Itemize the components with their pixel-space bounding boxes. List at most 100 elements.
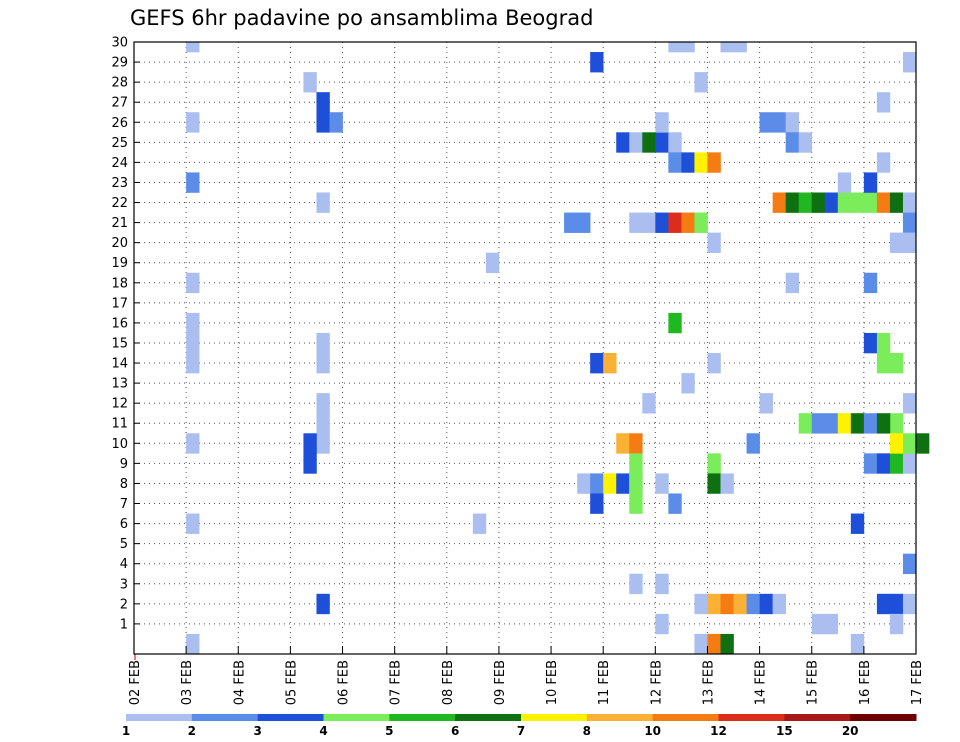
colorbar-label: 5: [385, 724, 393, 738]
colorbar-swatch: [850, 714, 917, 721]
y-tick-label: 19: [111, 256, 128, 271]
heatmap-cell: [876, 152, 891, 173]
y-tick-label: 6: [120, 517, 128, 532]
heatmap-cell: [863, 272, 878, 294]
heatmap-cell: [186, 332, 200, 354]
y-tick-label: 30: [111, 36, 128, 51]
heatmap-cell: [694, 152, 708, 173]
heatmap-cell: [811, 613, 826, 635]
heatmap-cell: [889, 353, 904, 374]
colorbar-label: 2: [188, 724, 196, 738]
plot-frame: [133, 41, 917, 655]
heatmap-cell: [668, 132, 682, 153]
y-tick-label: 26: [111, 116, 128, 131]
heatmap-cell: [720, 633, 734, 655]
heatmap-cell: [798, 132, 813, 153]
heatmap-cell: [316, 593, 330, 615]
heatmap-cell: [629, 493, 643, 514]
heatmap-cell: [186, 513, 200, 534]
heatmap-cell: [603, 473, 617, 494]
y-tick-label: 10: [111, 437, 128, 452]
heatmap-cell: [642, 393, 656, 414]
heatmap-cell: [316, 413, 330, 434]
heatmap-cell: [889, 453, 904, 474]
heatmap-cell: [577, 473, 591, 494]
x-tick-label: 12 FEB: [649, 660, 664, 705]
y-tick-label: 27: [111, 96, 128, 111]
colorbar: 1 2 3 4 5 6 7 8 10 12 15 20: [122, 714, 917, 738]
heatmap-cell: [811, 413, 826, 434]
heatmap-cell: [707, 473, 721, 494]
heatmap-cell: [772, 192, 786, 213]
x-tick-label: 14 FEB: [754, 660, 769, 705]
heatmap-cell: [837, 192, 852, 213]
heatmap-cell: [681, 152, 695, 173]
heatmap-cell: [603, 353, 617, 374]
heatmap-cell: [655, 112, 669, 133]
y-tick-label: 17: [111, 296, 128, 311]
heatmap-cell: [681, 42, 695, 53]
heatmap-cell: [590, 353, 604, 374]
heatmap-cell: [876, 192, 891, 213]
chart-title: GEFS 6hr padavine po ansamblima Beograd: [130, 6, 593, 30]
y-tick-label: 16: [111, 316, 128, 331]
colorbar-label: 7: [517, 724, 525, 738]
heatmap-cell: [837, 413, 852, 434]
heatmap-cell: [694, 633, 708, 655]
heatmap-cell: [642, 132, 656, 153]
y-tick-label: 25: [111, 136, 128, 151]
colorbar-label: 8: [583, 724, 591, 738]
heatmap-cell: [863, 192, 878, 213]
heatmap-cell: [850, 513, 865, 534]
heatmap-cell: [720, 42, 734, 53]
heatmap-cell: [863, 453, 878, 474]
heatmap-cell: [902, 232, 917, 253]
heatmap-cell: [564, 212, 578, 233]
y-tick-label: 11: [111, 417, 128, 432]
colorbar-swatch: [323, 714, 390, 721]
heatmap-cell: [629, 573, 643, 595]
heatmap-cell: [655, 473, 669, 494]
heatmap-cell: [629, 453, 643, 474]
colorbar-label: 20: [842, 724, 859, 738]
heatmap-cell: [759, 393, 773, 414]
heatmap-cell: [303, 72, 317, 93]
colorbar-label: 4: [319, 724, 327, 738]
heatmap-cell: [850, 413, 865, 434]
heatmap-cell: [616, 473, 630, 494]
heatmap-cell: [707, 453, 721, 474]
heatmap-cell: [655, 212, 669, 233]
heatmap-cell: [668, 212, 682, 233]
heatmap-cell: [316, 92, 330, 113]
heatmap-cell: [863, 172, 878, 193]
heatmap-cell: [316, 433, 330, 454]
heatmap-cell: [902, 393, 917, 414]
colorbar-swatch: [784, 714, 851, 721]
y-tick-label: 22: [111, 196, 128, 211]
heatmap-cell: [876, 453, 891, 474]
heatmap-cell: [772, 112, 786, 133]
x-tick-label: 10 FEB: [545, 660, 560, 705]
heatmap-cell: [785, 192, 799, 213]
heatmap-cell: [876, 413, 891, 434]
heatmap-cell: [876, 353, 891, 374]
heatmap-cell: [472, 513, 487, 534]
heatmap-cell: [655, 573, 669, 595]
heatmap-cell: [316, 353, 330, 374]
heatmap-cell: [681, 212, 695, 233]
heatmap-cell: [186, 272, 200, 294]
heatmap-cell: [668, 42, 682, 53]
heatmap-cell: [629, 473, 643, 494]
x-tick-label: 17 FEB: [910, 660, 925, 705]
colorbar-swatch: [191, 714, 259, 721]
y-tick-label: 3: [120, 577, 128, 592]
heatmap-cell: [303, 433, 317, 454]
colorbar-swatch: [652, 714, 719, 721]
heatmap-cell: [316, 112, 330, 133]
heatmap-cell: [889, 413, 904, 434]
heatmap-cell: [720, 593, 734, 615]
heatmap-cell: [707, 232, 721, 253]
heatmap-cell: [485, 252, 500, 274]
heatmap-cell: [876, 593, 891, 615]
heatmap-cell: [590, 473, 604, 494]
